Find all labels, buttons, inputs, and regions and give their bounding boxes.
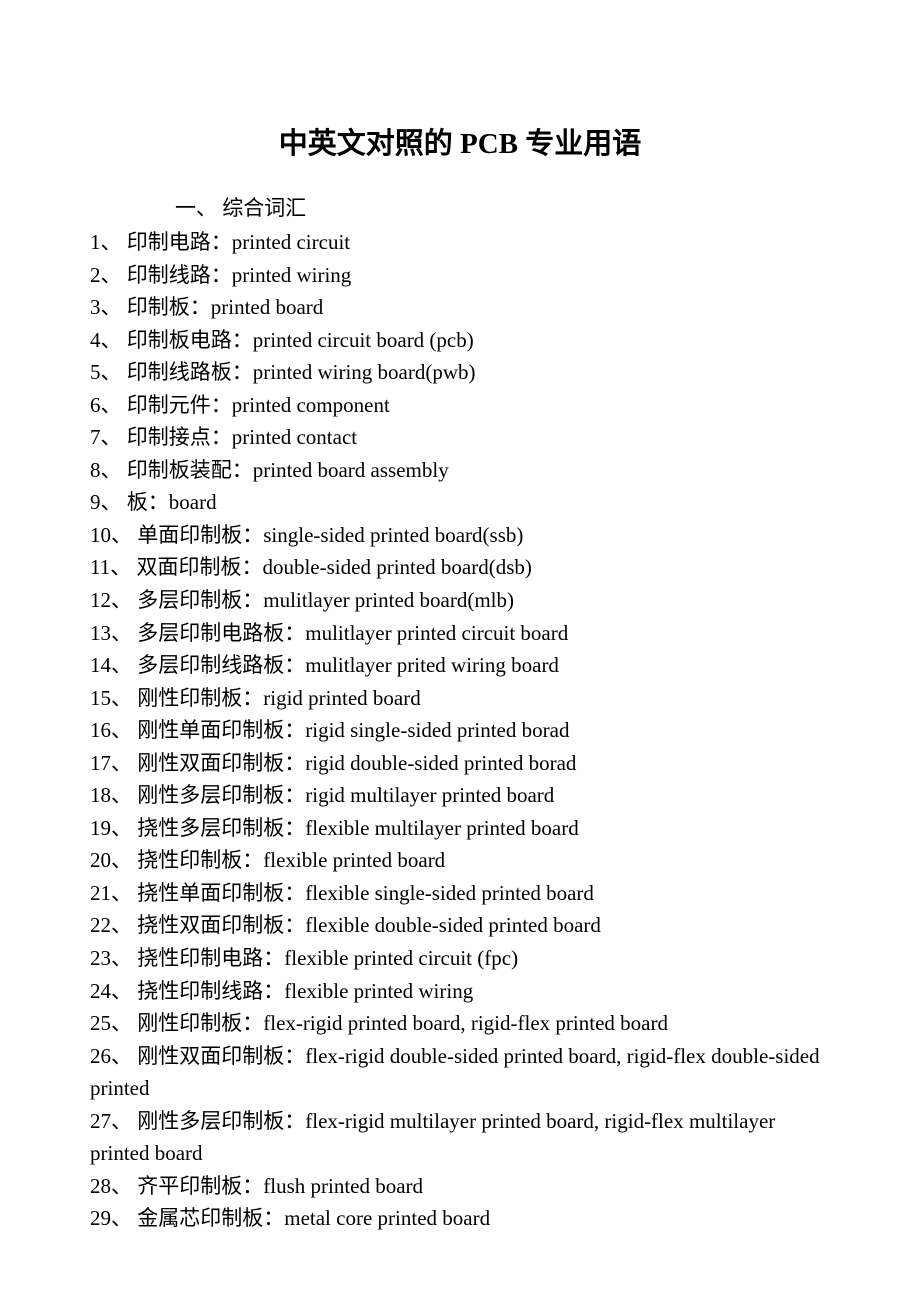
- glossary-entry: 24、 挠性印制线路：flexible printed wiring: [90, 975, 830, 1008]
- entries-list: 1、 印制电路：printed circuit2、 印制线路：printed w…: [90, 226, 830, 1235]
- glossary-entry: 17、 刚性双面印制板：rigid double-sided printed b…: [90, 747, 830, 780]
- glossary-entry: 20、 挠性印制板：flexible printed board: [90, 844, 830, 877]
- glossary-entry: 1、 印制电路：printed circuit: [90, 226, 830, 259]
- glossary-entry: 12、 多层印制板：mulitlayer printed board(mlb): [90, 584, 830, 617]
- glossary-entry: 15、 刚性印制板：rigid printed board: [90, 682, 830, 715]
- glossary-entry: 29、 金属芯印制板：metal core printed board: [90, 1202, 830, 1235]
- document-content: 中英文对照的 PCB 专业用语 一、 综合词汇 1、 印制电路：printed …: [90, 120, 830, 1235]
- glossary-entry: 28、 齐平印制板：flush printed board: [90, 1170, 830, 1203]
- glossary-entry: 16、 刚性单面印制板：rigid single-sided printed b…: [90, 714, 830, 747]
- glossary-entry: 7、 印制接点：printed contact: [90, 421, 830, 454]
- document-title: 中英文对照的 PCB 专业用语: [90, 120, 830, 162]
- glossary-entry: 11、 双面印制板：double-sided printed board(dsb…: [90, 551, 830, 584]
- glossary-entry: 5、 印制线路板：printed wiring board(pwb): [90, 356, 830, 389]
- glossary-entry: 22、 挠性双面印制板：flexible double-sided printe…: [90, 909, 830, 942]
- glossary-entry: 13、 多层印制电路板：mulitlayer printed circuit b…: [90, 617, 830, 650]
- glossary-entry: 21、 挠性单面印制板：flexible single-sided printe…: [90, 877, 830, 910]
- glossary-entry: 26、 刚性双面印制板：flex-rigid double-sided prin…: [90, 1040, 830, 1105]
- glossary-entry: 4、 印制板电路：printed circuit board (pcb): [90, 324, 830, 357]
- glossary-entry: 6、 印制元件：printed component: [90, 389, 830, 422]
- section-header: 一、 综合词汇: [175, 192, 830, 222]
- glossary-entry: 8、 印制板装配：printed board assembly: [90, 454, 830, 487]
- glossary-entry: 18、 刚性多层印制板：rigid multilayer printed boa…: [90, 779, 830, 812]
- glossary-entry: 25、 刚性印制板：flex-rigid printed board, rigi…: [90, 1007, 830, 1040]
- glossary-entry: 19、 挠性多层印制板：flexible multilayer printed …: [90, 812, 830, 845]
- glossary-entry: 27、 刚性多层印制板：flex-rigid multilayer printe…: [90, 1105, 830, 1170]
- glossary-entry: 14、 多层印制线路板：mulitlayer prited wiring boa…: [90, 649, 830, 682]
- glossary-entry: 10、 单面印制板：single-sided printed board(ssb…: [90, 519, 830, 552]
- glossary-entry: 3、 印制板：printed board: [90, 291, 830, 324]
- glossary-entry: 2、 印制线路：printed wiring: [90, 259, 830, 292]
- glossary-entry: 23、 挠性印制电路：flexible printed circuit (fpc…: [90, 942, 830, 975]
- glossary-entry: 9、 板：board: [90, 486, 830, 519]
